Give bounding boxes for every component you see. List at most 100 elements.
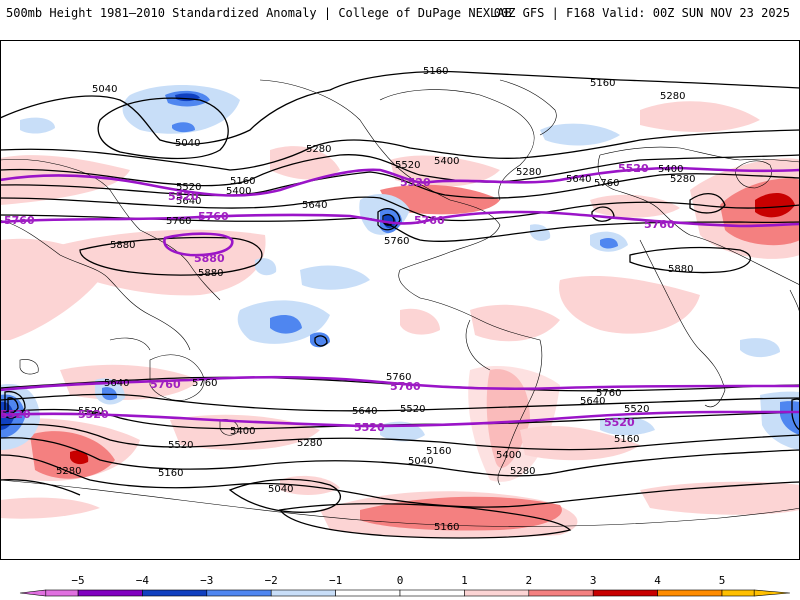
contour-label: 5160 <box>158 468 183 479</box>
highlight-label: 5520 <box>618 162 649 175</box>
colorbar-bin <box>721 589 755 597</box>
contour-label: 5280 <box>670 174 695 185</box>
colorbar-tick-label: −2 <box>265 574 278 587</box>
highlight-5880-closed <box>163 232 234 257</box>
contour-label: 5160 <box>434 522 459 533</box>
contour-label: 5400 <box>230 426 255 437</box>
highlight-label: 5760 <box>198 210 229 223</box>
contour-label: 5280 <box>297 438 322 449</box>
highlight-label: 5760 <box>390 380 421 393</box>
colorbar-bin <box>335 589 401 597</box>
colorbar-arrow-left <box>19 589 47 597</box>
colorbar-tick-label: −1 <box>329 574 342 587</box>
run-valid-time: 00Z GFS | F168 Valid: 00Z SUN NOV 23 202… <box>493 6 790 20</box>
contour-label: 5640 <box>104 378 129 389</box>
highlight-label: 5880 <box>194 252 225 265</box>
contour-5400-north <box>0 154 800 187</box>
colorbar-tick-label: −4 <box>136 574 150 587</box>
contour-label: 5640 <box>352 406 377 417</box>
highlight-label: 5520 <box>168 190 199 203</box>
contour-label: 5400 <box>496 450 521 461</box>
contour-label: 5640 <box>566 174 591 185</box>
highlight-5520-south <box>0 410 800 428</box>
contour-label: 5040 <box>175 138 200 149</box>
contour-label: 5040 <box>268 484 293 495</box>
contour-label: 5520 <box>176 182 201 193</box>
contour-label: 5640 <box>302 200 327 211</box>
contour-labels: 5040 5040 5040 5040 5160 5160 5160 5160 … <box>56 66 695 533</box>
contour-label: 5520 <box>168 440 193 451</box>
contour-label: 5160 <box>426 446 451 457</box>
contour-label: 5520 <box>395 160 420 171</box>
contour-label: 5280 <box>56 466 81 477</box>
colorbar-bin <box>464 589 530 597</box>
colorbar-tick-label: −3 <box>200 574 213 587</box>
contour-label: 5760 <box>594 178 619 189</box>
colorbar-arrow-right <box>753 589 791 597</box>
contour-5040-closed-south <box>228 478 342 513</box>
colorbar-tick-label: 1 <box>461 574 468 587</box>
coastlines <box>0 79 800 527</box>
contour-label: 5160 <box>614 434 639 445</box>
contour-5280-north <box>0 129 800 171</box>
contour-label: 5760 <box>384 236 409 247</box>
colorbar-bin <box>142 589 208 597</box>
contour-low-east <box>791 398 800 431</box>
contour-label: 5760 <box>596 388 621 399</box>
contour-label: 5160 <box>230 176 255 187</box>
contour-5400-south <box>0 423 800 451</box>
colorbar-bin <box>77 589 143 597</box>
contour-label: 5400 <box>434 156 459 167</box>
contour-5520-north <box>0 171 800 199</box>
contour-label: 5160 <box>423 66 448 77</box>
colorbar-tick-label: 0 <box>397 574 404 587</box>
contour-label: 5280 <box>306 144 331 155</box>
contour-label: 5880 <box>110 240 135 251</box>
contour-5880-west <box>79 236 263 276</box>
colorbar-tick-label: 5 <box>719 574 726 587</box>
contour-cutoff-low <box>377 208 401 231</box>
highlight-label: 5520 <box>0 408 31 421</box>
contour-label: 5520 <box>78 406 103 417</box>
highlight-5760-north <box>0 210 800 228</box>
contour-label: 5640 <box>176 196 201 207</box>
map-title: 500mb Height 1981–2010 Standardized Anom… <box>6 6 512 20</box>
colorbar-bin <box>399 589 465 597</box>
contour-label: 5280 <box>660 91 685 102</box>
colorbar-bin <box>206 589 272 597</box>
contour-5880-east <box>629 246 752 274</box>
contour-label: 5880 <box>198 268 223 279</box>
contour-label: 5760 <box>192 378 217 389</box>
contour-label: 5400 <box>658 164 683 175</box>
highlight-labels: 5520 5520 5520 5520 5520 5520 5520 5760 … <box>0 162 675 434</box>
contour-5160-south <box>0 454 800 508</box>
colorbar-bin <box>45 589 79 597</box>
contour-5160-closed-antarctic <box>278 503 572 539</box>
colorbar-tick-label: 2 <box>525 574 532 587</box>
contour-5640-south <box>0 393 800 412</box>
contour-5160-sw <box>0 479 81 496</box>
highlight-5760-south <box>0 375 800 392</box>
highlight-contours <box>0 166 800 428</box>
contour-label: 5160 <box>590 78 615 89</box>
colorbar-bin <box>528 589 594 597</box>
contour-low-west <box>4 390 26 419</box>
contour-label: 5040 <box>408 456 433 467</box>
contour-label: 5400 <box>226 186 251 197</box>
contour-label: 5640 <box>580 396 605 407</box>
contour-label: 5880 <box>668 264 693 275</box>
contour-5640-north <box>0 196 800 222</box>
height-contours <box>0 70 800 539</box>
highlight-5520-north <box>0 166 800 197</box>
contour-label: 5280 <box>516 167 541 178</box>
colorbar-tick-label: −5 <box>71 574 84 587</box>
contour-label: 5280 <box>510 466 535 477</box>
highlight-label: 5760 <box>150 378 181 391</box>
colorbar-tick-label: 3 <box>590 574 597 587</box>
contour-label: 5520 <box>624 404 649 415</box>
contour-5400-closed-east <box>689 193 726 214</box>
colorbar-tick-label: 4 <box>654 574 661 587</box>
contour-5280-south <box>0 437 800 477</box>
highlight-label: 5760 <box>414 214 445 227</box>
highlight-label: 5520 <box>78 408 109 421</box>
